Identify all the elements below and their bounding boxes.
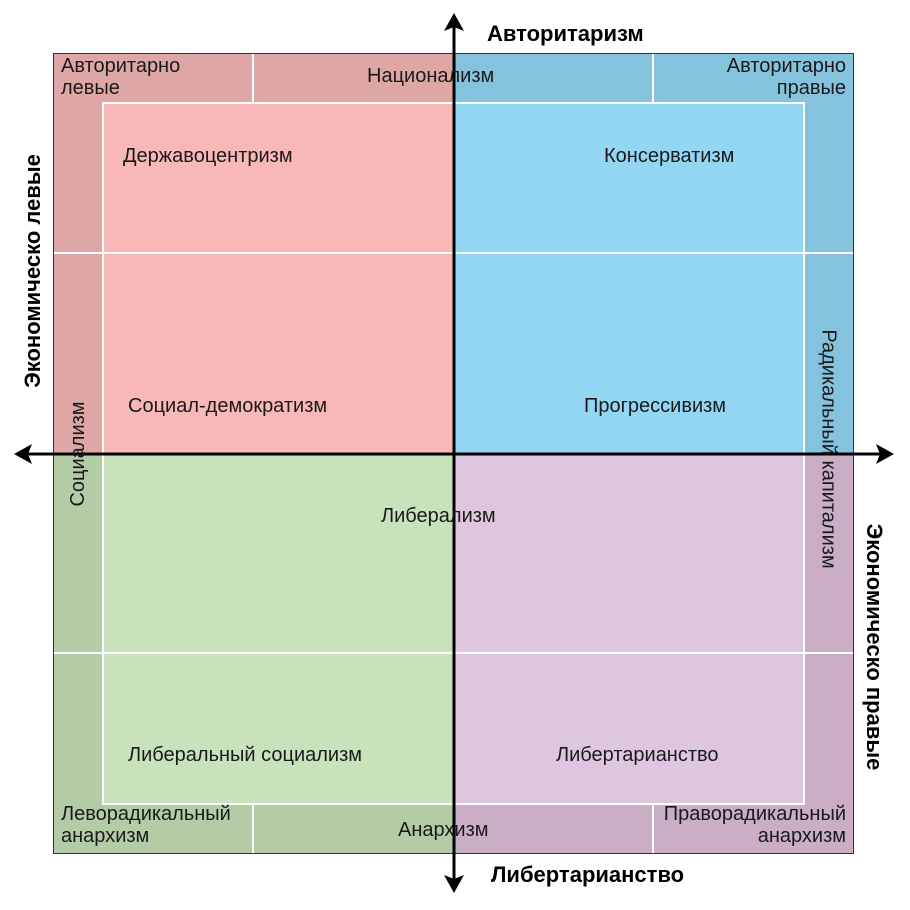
corner-label-bottom-right: Праворадикальный анархизм bbox=[663, 803, 846, 847]
edge-label-right: Радикальный капитализм bbox=[817, 329, 840, 569]
corner-label-top-right: Авторитарно правые bbox=[726, 55, 846, 99]
lib-left-inner bbox=[103, 453, 453, 803]
cell-label-socdem: Социал-демократизм bbox=[128, 395, 328, 417]
grid-line bbox=[252, 803, 254, 853]
cell-label-liberalizm: Либерализм bbox=[381, 505, 496, 527]
corner-label-bottom-left: Леворадикальный анархизм bbox=[61, 803, 231, 847]
axis-title-left: Экономическо левые bbox=[20, 154, 45, 388]
grid-line bbox=[652, 53, 654, 103]
grid-line bbox=[252, 53, 254, 103]
arrow-up-icon bbox=[444, 13, 464, 31]
arrow-left-icon bbox=[14, 444, 32, 464]
arrow-right-icon bbox=[876, 444, 894, 464]
arrow-down-icon bbox=[444, 875, 464, 893]
axis-title-top: Авторитаризм bbox=[487, 21, 644, 46]
auth-right-inner bbox=[453, 103, 803, 453]
grid-line bbox=[652, 803, 654, 853]
auth-left-inner bbox=[103, 103, 453, 453]
corner-label-top-left: Авторитарно левые bbox=[61, 55, 181, 99]
axis-title-bottom: Либертарианство bbox=[491, 862, 685, 887]
edge-label-top: Национализм bbox=[367, 65, 495, 87]
cell-label-libertarianstvo: Либертарианство bbox=[556, 744, 719, 766]
edge-label-left: Социализм bbox=[67, 401, 89, 507]
cell-label-konservatizm: Консерватизм bbox=[604, 145, 735, 167]
cell-label-derzhavocentrizm: Державоцентризм bbox=[123, 145, 293, 167]
cell-label-progressivizm: Прогрессивизм bbox=[584, 395, 727, 417]
lib-right-inner bbox=[453, 453, 803, 803]
cell-label-libsoc: Либеральный социализм bbox=[128, 744, 362, 766]
axis-title-right: Экономическо правые bbox=[862, 523, 887, 771]
edge-label-bottom: Анархизм bbox=[398, 819, 489, 841]
